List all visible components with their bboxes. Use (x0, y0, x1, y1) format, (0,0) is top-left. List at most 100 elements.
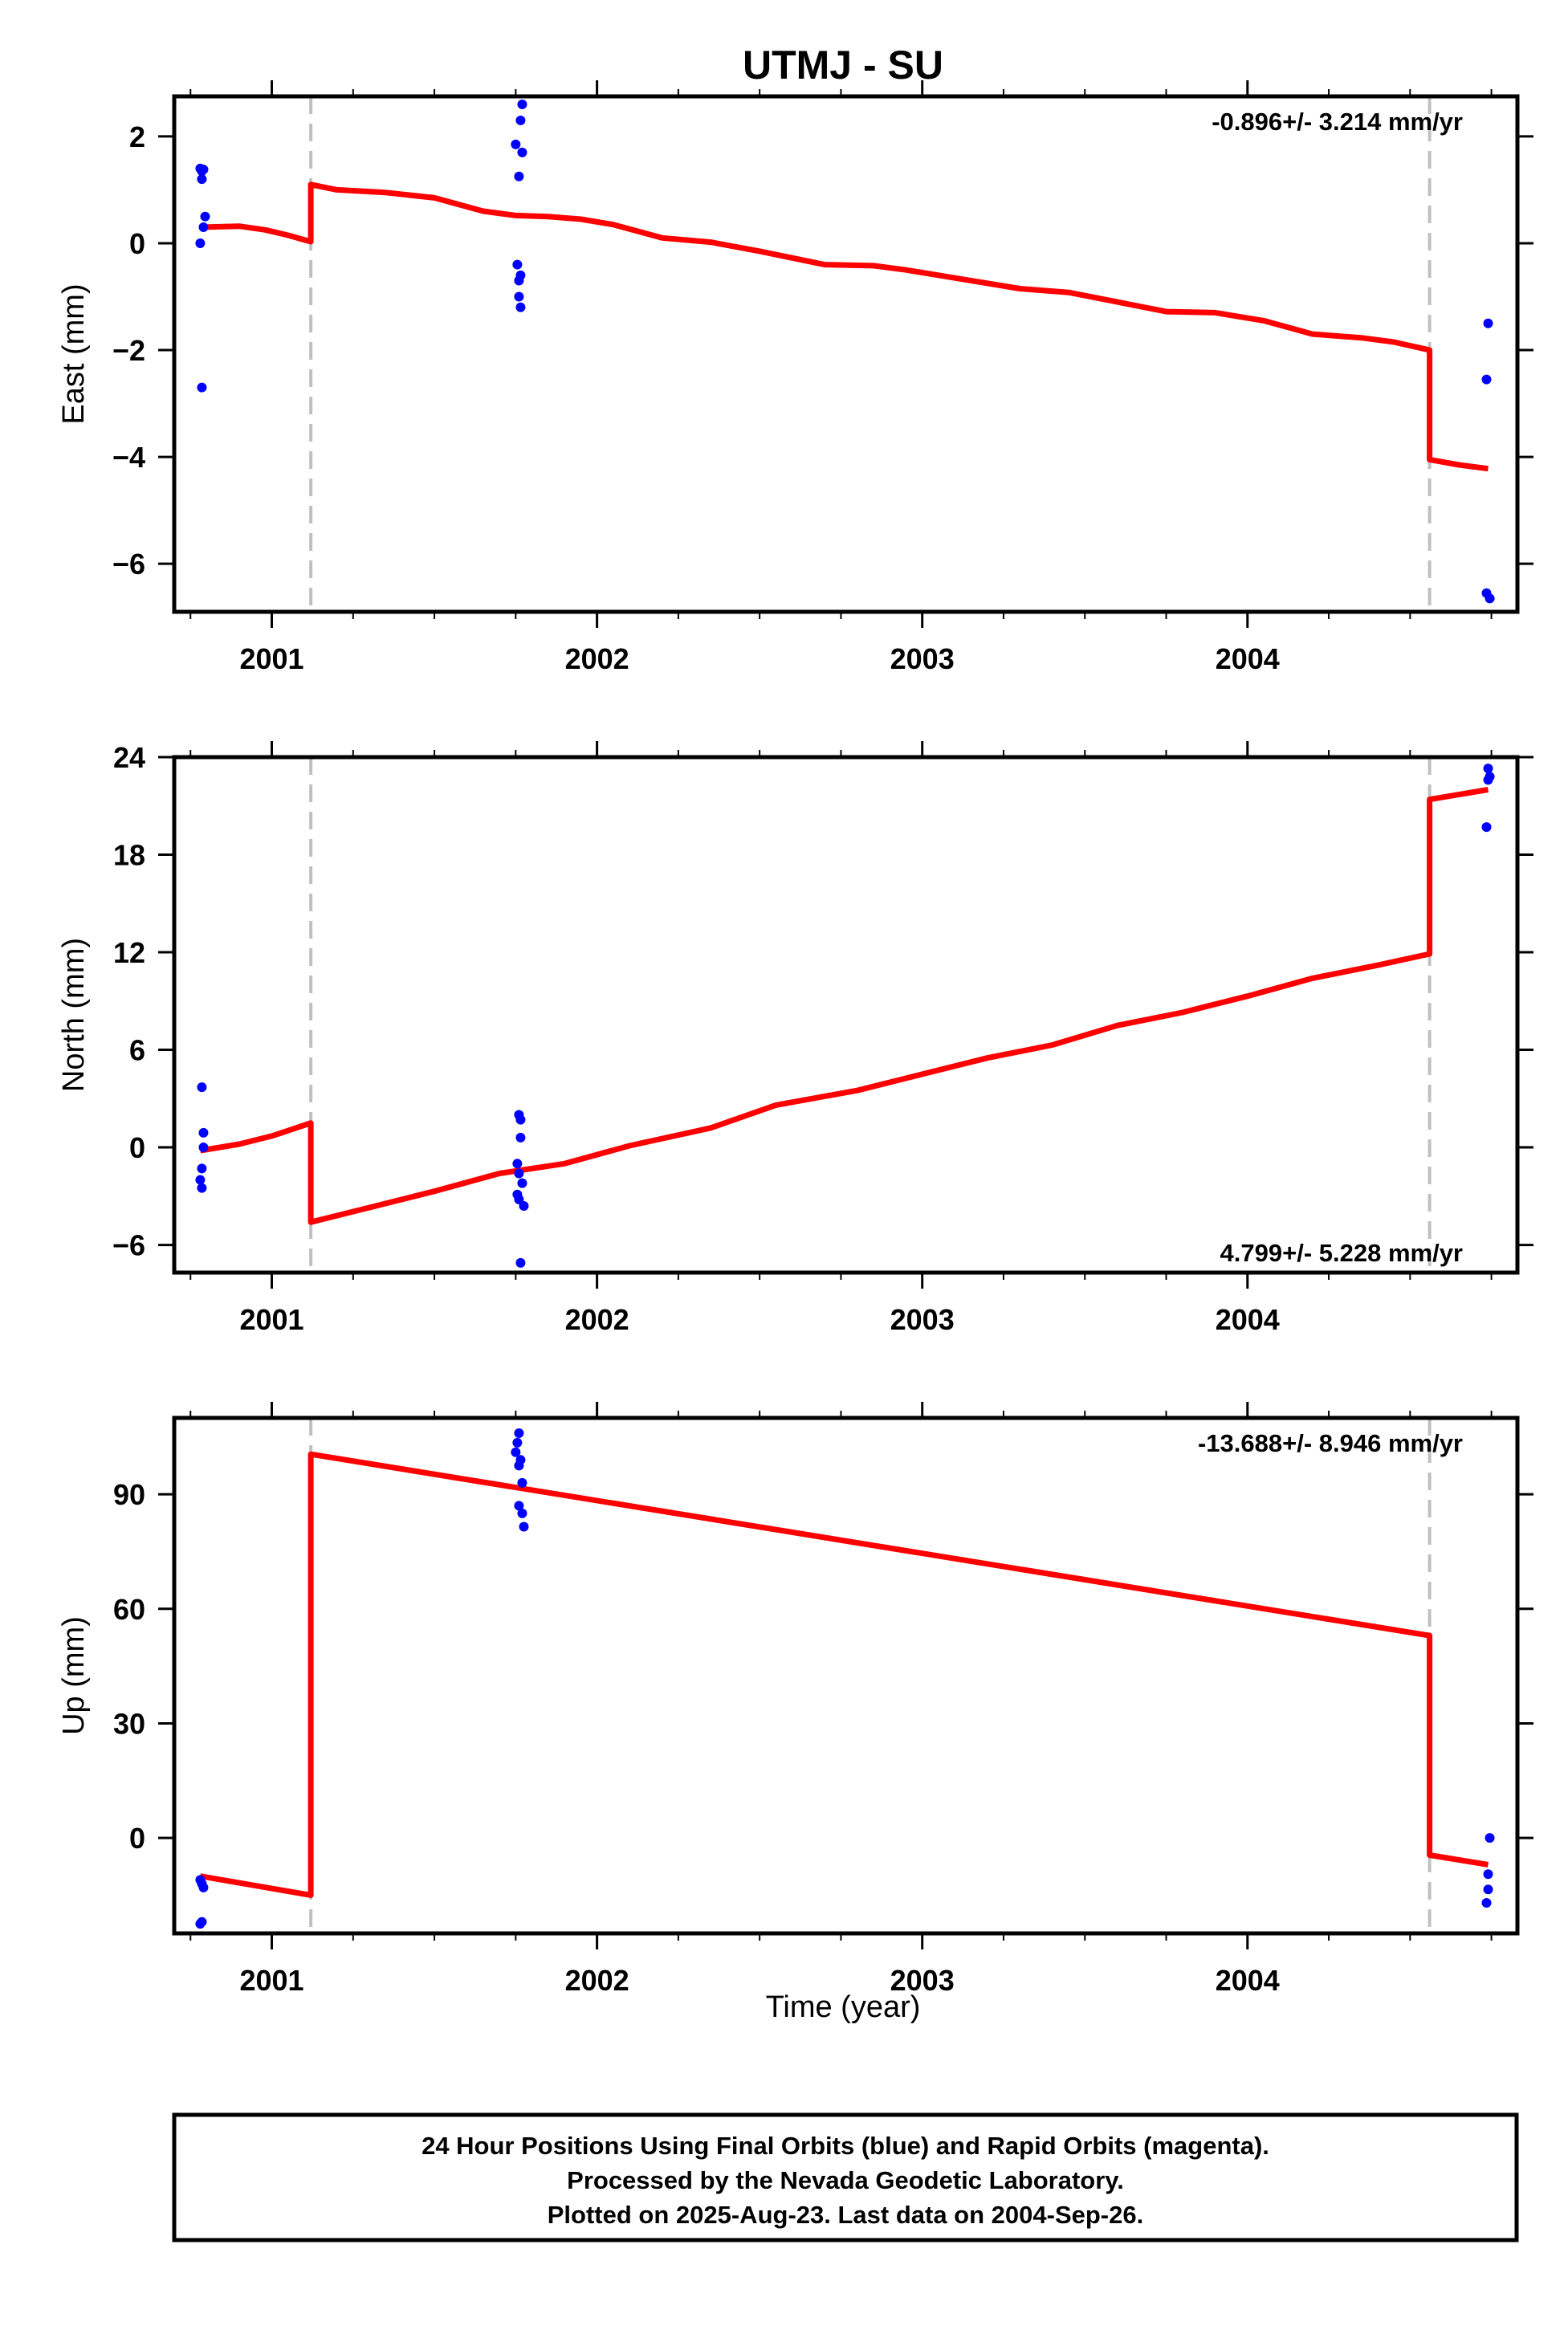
east-data-point-12 (514, 171, 524, 181)
north-y-tick-label-5: −6 (112, 1229, 145, 1262)
north-plot-area (174, 757, 1517, 1273)
east-plot-area (174, 96, 1517, 612)
east-x-tick-label-1: 2002 (565, 642, 629, 675)
up-y-tick-label-2: 30 (113, 1707, 145, 1740)
north-x-tick-label-2: 2003 (890, 1303, 955, 1336)
footer-line-3: Plotted on 2025-Aug-23. Last data on 200… (548, 2201, 1143, 2229)
north-data-point-16 (1483, 764, 1493, 774)
up-data-point-15 (1483, 1869, 1493, 1880)
east-x-tick-label-0: 2001 (239, 642, 303, 675)
north-panel: 2001 2002 2003 2004 24 18 12 6 0 −6 North (mm) 4.79… (57, 741, 1533, 1336)
east-data-point-17 (515, 302, 526, 312)
east-data-point-5 (198, 222, 209, 232)
up-y-tick-label-0: 90 (113, 1478, 145, 1511)
north-y-tick-label-2: 12 (113, 936, 145, 969)
east-data-point-8 (511, 139, 521, 149)
up-model-line (199, 1451, 1489, 1898)
east-data-point-18 (1483, 318, 1493, 328)
north-model-line (199, 787, 1489, 1225)
up-frame (172, 1416, 1520, 1936)
east-data-point-13 (512, 259, 523, 270)
east-panel: 2001 2002 2003 2004 2 0 −2 −4 −6 East (mm) -0.896+… (57, 80, 1533, 675)
up-x-tick-label-3: 2004 (1216, 1964, 1280, 1997)
east-y-tick-label-3: −4 (112, 441, 145, 474)
east-frame (172, 94, 1520, 614)
north-data-point-14 (519, 1200, 529, 1211)
up-plot-area (174, 1418, 1517, 1933)
up-data-point-7 (511, 1447, 521, 1457)
north-x-tick-label-0: 2001 (239, 1303, 303, 1336)
east-y-tick-label-4: −6 (112, 548, 145, 580)
up-data-point-11 (514, 1501, 524, 1511)
north-data-point-9 (512, 1159, 523, 1169)
east-x-tick-label-2: 2003 (890, 642, 955, 675)
east-data-point-6 (195, 238, 206, 248)
east-data-point-7 (197, 382, 207, 393)
east-data-point-11 (517, 147, 527, 157)
up-data-point-4 (195, 1919, 206, 1929)
north-y-axis-label: North (mm) (57, 938, 91, 1092)
north-data-point-11 (517, 1178, 527, 1188)
east-x-tick-label-3: 2004 (1216, 642, 1280, 675)
east-data-point-21 (1485, 593, 1495, 604)
chart-title: UTMJ - SU (743, 43, 943, 88)
footer-line-1: 24 Hour Positions Using Final Orbits (bl… (422, 2132, 1269, 2160)
east-data-point-19 (1481, 374, 1492, 385)
north-x-tick-label-1: 2002 (565, 1303, 629, 1336)
east-data-point-4 (200, 211, 210, 222)
up-y-tick-label-3: 0 (129, 1822, 145, 1855)
north-data-point-5 (197, 1183, 207, 1193)
north-data-point-19 (1481, 822, 1492, 833)
up-data-point-2 (198, 1882, 209, 1892)
up-data-point-9 (514, 1460, 524, 1471)
east-data-point-15 (514, 275, 524, 286)
north-data-point-3 (197, 1163, 207, 1174)
up-data-point-17 (1481, 1897, 1492, 1908)
north-y-tick-label-3: 6 (129, 1034, 145, 1067)
up-data-point-10 (517, 1477, 527, 1488)
north-data-point-2 (198, 1143, 209, 1153)
north-data-point-8 (515, 1132, 526, 1143)
north-frame (172, 755, 1520, 1275)
north-data-point-7 (515, 1114, 526, 1125)
east-y-tick-label-1: 0 (129, 227, 145, 260)
up-y-tick-label-1: 60 (113, 1593, 145, 1626)
up-x-tick-label-0: 2001 (239, 1964, 303, 1997)
up-x-tick-label-2: 2003 (890, 1964, 955, 1997)
east-y-tick-label-0: 2 (129, 120, 145, 153)
north-data-point-18 (1483, 775, 1493, 785)
east-data-point-2 (198, 165, 209, 175)
footer-box (172, 2112, 1519, 2242)
up-panel: 2001 2002 2003 2004 90 60 30 0 Up (mm) -13.688+/-… (57, 1402, 1533, 1997)
footer-line-2: Processed by the Nevada Geodetic Laborat… (567, 2166, 1124, 2194)
north-y-tick-label-1: 18 (113, 839, 145, 872)
east-data-point-3 (197, 174, 207, 185)
east-data-point-9 (517, 99, 527, 109)
north-data-point-0 (197, 1082, 207, 1093)
east-data-point-16 (514, 291, 524, 302)
north-y-tick-label-4: 0 (129, 1131, 145, 1164)
north-data-point-1 (198, 1127, 209, 1138)
east-model-line (200, 181, 1489, 472)
north-x-tick-label-3: 2004 (1216, 1303, 1280, 1336)
up-data-point-6 (512, 1437, 523, 1448)
north-data-point-4 (195, 1175, 206, 1185)
up-x-tick-label-1: 2002 (565, 1964, 629, 1997)
north-data-point-10 (514, 1168, 524, 1179)
north-data-point-15 (515, 1257, 526, 1268)
up-data-point-16 (1483, 1884, 1493, 1895)
east-y-tick-label-2: −2 (112, 334, 145, 367)
up-data-point-5 (514, 1428, 524, 1439)
east-y-axis-label: East (mm) (57, 283, 91, 424)
up-data-point-12 (517, 1508, 527, 1518)
up-data-point-13 (519, 1521, 529, 1532)
up-y-axis-label: Up (mm) (57, 1616, 91, 1735)
up-data-point-14 (1485, 1833, 1495, 1843)
east-data-point-10 (515, 115, 526, 125)
x-axis-label: Time (year) (766, 1990, 921, 2024)
north-rate-label: 4.799+/- 5.228 mm/yr (1220, 1239, 1463, 1267)
up-rate-label: -13.688+/- 8.946 mm/yr (1198, 1429, 1463, 1457)
north-y-tick-label-0: 24 (113, 741, 145, 774)
east-rate-label: -0.896+/- 3.214 mm/yr (1212, 108, 1463, 136)
